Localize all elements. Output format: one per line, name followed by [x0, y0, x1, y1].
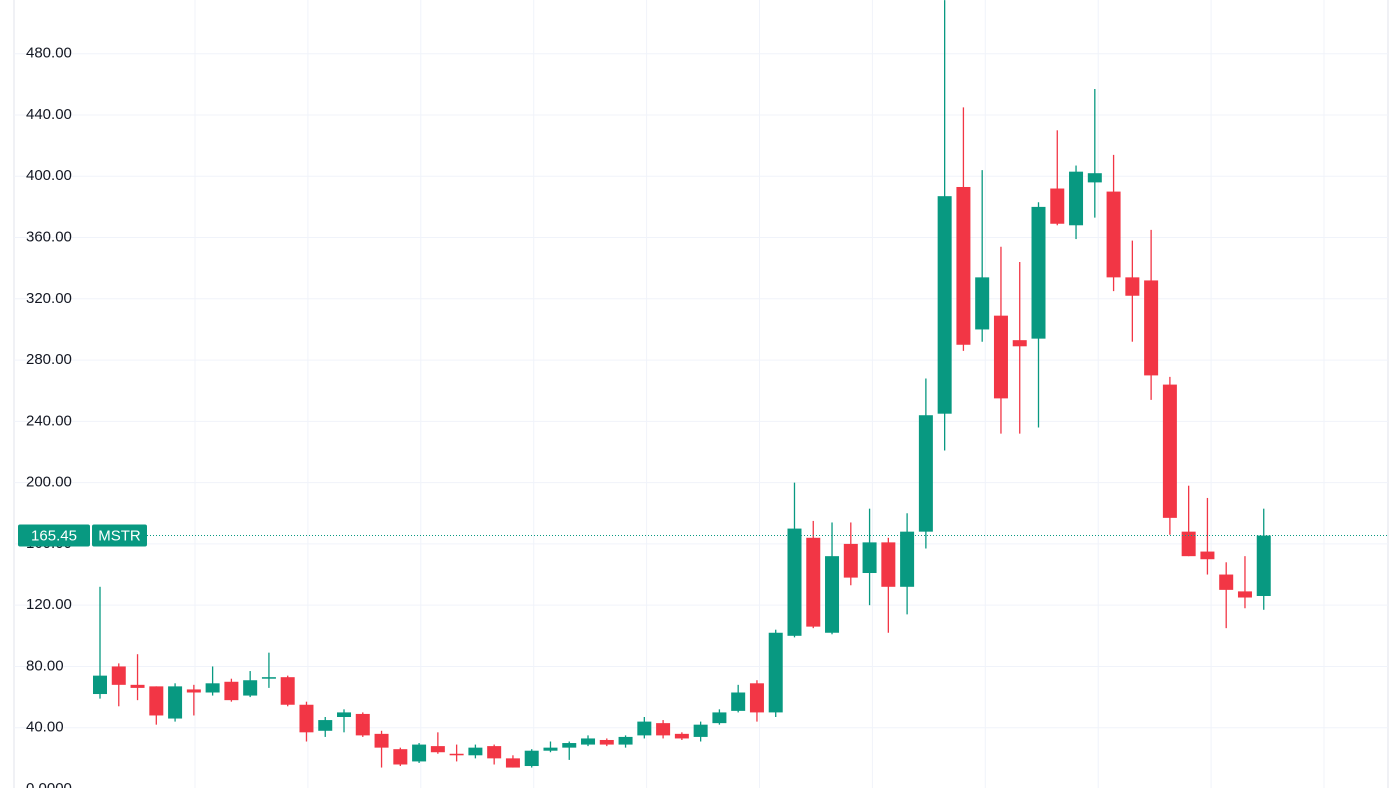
- y-tick-label: 80.00: [26, 657, 64, 674]
- candle-body: [937, 196, 952, 414]
- candle-body: [712, 712, 727, 724]
- y-tick-label: 400.00: [26, 167, 72, 184]
- candle-body: [468, 747, 483, 756]
- candle-body: [168, 686, 183, 719]
- last-price-box: [18, 524, 90, 547]
- candle-body: [825, 556, 840, 633]
- candle-body: [505, 758, 520, 768]
- y-tick-label: 480.00: [26, 45, 72, 62]
- candle-body: [881, 542, 896, 587]
- candle-body: [374, 733, 389, 748]
- candle-body: [355, 713, 370, 736]
- candle-body: [1031, 206, 1046, 339]
- candle-body: [656, 723, 671, 736]
- candle-body: [1219, 574, 1234, 590]
- candle-body: [1106, 191, 1121, 278]
- y-tick-label: 320.00: [26, 290, 72, 307]
- candle-body: [393, 749, 408, 765]
- candle-body: [224, 681, 239, 701]
- candle-body: [299, 704, 314, 733]
- candle-body: [149, 686, 164, 716]
- candle-body: [430, 746, 445, 753]
- candle-body: [111, 666, 126, 685]
- candle-body: [543, 747, 558, 751]
- candle-body: [674, 733, 689, 739]
- candle-body: [749, 683, 764, 713]
- candle-body: [787, 528, 802, 636]
- y-tick-label: 440.00: [26, 106, 72, 123]
- candle-body: [918, 415, 933, 532]
- candle-body: [1087, 173, 1102, 183]
- candle-body: [1162, 384, 1177, 518]
- y-tick-label: 0.0000: [26, 780, 72, 788]
- y-tick-label: 360.00: [26, 229, 72, 246]
- candle-body: [261, 677, 276, 679]
- candle-body: [487, 746, 502, 759]
- symbol-box: [92, 524, 147, 547]
- candle-body: [562, 743, 577, 748]
- y-tick-label: 40.00: [26, 719, 64, 736]
- candle-body: [130, 684, 145, 688]
- candle-body: [581, 738, 596, 745]
- y-tick-label: 120.00: [26, 596, 72, 613]
- candle-body: [693, 724, 708, 737]
- candle-body: [93, 675, 107, 695]
- candle-body: [900, 531, 915, 587]
- candle-body: [318, 720, 333, 731]
- candle-body: [243, 680, 258, 696]
- candle-body: [337, 712, 352, 718]
- last-price-label: 165.45: [31, 528, 77, 545]
- candle-body: [1144, 280, 1159, 376]
- candle-body: [449, 753, 464, 756]
- candle-body: [205, 683, 220, 693]
- candle-body: [731, 692, 746, 711]
- candle-body: [843, 543, 858, 578]
- candle-body: [412, 744, 427, 762]
- candle-body: [1012, 340, 1027, 347]
- y-tick-label: 280.00: [26, 351, 72, 368]
- candle-body: [993, 315, 1008, 399]
- symbol-label: MSTR: [98, 528, 141, 545]
- candle-body: [956, 186, 971, 345]
- candle-body: [1256, 535, 1271, 596]
- candle-body: [806, 537, 821, 627]
- y-tick-label: 240.00: [26, 412, 72, 429]
- candle-body: [1181, 531, 1196, 557]
- candle-body: [768, 632, 783, 713]
- candle-body: [186, 689, 201, 693]
- candle-body: [975, 277, 990, 330]
- candle-body: [524, 750, 539, 767]
- y-tick-label: 200.00: [26, 474, 72, 491]
- candle-body: [1125, 277, 1140, 296]
- candle-body: [599, 739, 614, 745]
- candle-body: [1069, 171, 1084, 226]
- candle-body: [1050, 188, 1065, 224]
- candle-body: [618, 736, 633, 745]
- candle-body: [637, 721, 652, 736]
- candle-body: [280, 677, 295, 705]
- candle-body: [1237, 591, 1252, 598]
- candle-body: [1200, 551, 1215, 560]
- candle-body: [862, 542, 877, 574]
